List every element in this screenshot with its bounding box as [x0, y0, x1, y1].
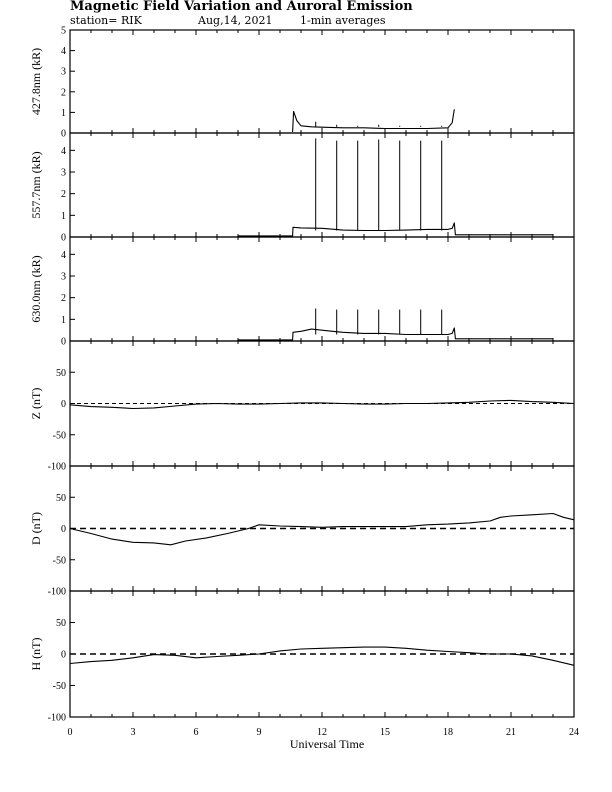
- panel-frame-630-0nm: [69, 236, 575, 342]
- station-label: station= RIK: [70, 14, 143, 27]
- y-axis-label-h: H (nT): [29, 638, 43, 671]
- ytick-label: -100: [48, 713, 66, 724]
- series-line-557-7nm: [238, 222, 553, 237]
- ytick-label: 4: [61, 46, 66, 57]
- xtick-label: 24: [569, 727, 579, 738]
- panel-frame-427-8nm: [69, 29, 575, 134]
- ytick-label: -50: [53, 555, 66, 566]
- ytick-label: 3: [61, 272, 66, 283]
- ytick-label: 4: [61, 250, 66, 261]
- ytick-label: 2: [61, 87, 66, 98]
- ytick-label: 5: [61, 26, 66, 37]
- y-axis-label-630-0nm: 630.0nm (kR): [29, 255, 43, 322]
- ytick-label: 1: [61, 211, 66, 222]
- ytick-label: 0: [61, 337, 66, 348]
- panel-d: 50 0 -50 -100 D (nT): [29, 465, 575, 598]
- series-line-h: [69, 646, 575, 666]
- chart-title: Magnetic Field Variation and Auroral Emi…: [70, 0, 413, 14]
- y-axis-label-d: D (nT): [29, 512, 43, 545]
- ytick-label: 50: [56, 368, 66, 379]
- xtick-label: 15: [380, 727, 390, 738]
- panel-z: 50 0 -50 -100 Z (nT): [29, 340, 575, 473]
- y-axis-label-557-7nm: 557.7nm (kR): [29, 151, 43, 218]
- ytick-label: 3: [61, 168, 66, 179]
- ytick-label: 2: [61, 189, 66, 200]
- xtick-label: 3: [131, 727, 136, 738]
- series-line-d: [69, 512, 575, 546]
- ytick-label: 2: [61, 293, 66, 304]
- ytick-label: 0: [61, 129, 66, 140]
- ytick-label: -100: [48, 462, 66, 473]
- ytick-label: 0: [61, 524, 66, 535]
- averaging-label: 1-min averages: [300, 14, 386, 27]
- ytick-label: 50: [56, 493, 66, 504]
- series-line-427-8nm: [292, 109, 455, 133]
- y-axis-label-427-8nm: 427.8nm (kR): [29, 48, 43, 115]
- series-line-630-0nm: [238, 327, 553, 341]
- ytick-label: 1: [61, 315, 66, 326]
- x-axis-label: Universal Time: [290, 737, 364, 751]
- xtick-label: 18: [443, 727, 453, 738]
- ytick-label: 4: [61, 146, 66, 157]
- ytick-label: -50: [53, 681, 66, 692]
- ytick-label: 0: [61, 650, 66, 661]
- series-line-z: [69, 399, 575, 410]
- panels: 0 1 2 3 4 5 427.8nm (kR) 0 1 2 3 4 557.7nm (kR) 0 1 2 3 4…: [29, 26, 575, 724]
- xtick-label: 9: [257, 727, 262, 738]
- xtick-label: 6: [194, 727, 199, 738]
- ytick-label: 0: [61, 233, 66, 244]
- panel-427-8nm: 0 1 2 3 4 5 427.8nm (kR): [29, 26, 575, 140]
- ytick-label: -100: [48, 587, 66, 598]
- ytick-label: -50: [53, 430, 66, 441]
- xtick-label: 21: [506, 727, 516, 738]
- date-label: Aug,14, 2021: [197, 14, 273, 27]
- y-axis-label-z: Z (nT): [29, 388, 43, 420]
- panel-630-0nm: 0 1 2 3 4 630.0nm (kR): [29, 236, 575, 348]
- panel-h: 50 0 -50 -100 H (nT): [29, 590, 575, 724]
- panel-557-7nm: 0 1 2 3 4 557.7nm (kR): [29, 132, 575, 244]
- ytick-label: 3: [61, 67, 66, 78]
- ytick-label: 1: [61, 108, 66, 119]
- xtick-label: 0: [68, 727, 73, 738]
- ytick-label: 50: [56, 618, 66, 629]
- xtick-label: 12: [317, 727, 327, 738]
- x-axis: 0 3 6 9 12 15 18 21 24: [68, 727, 580, 738]
- ytick-label: 0: [61, 399, 66, 410]
- panel-frame-557-7nm: [69, 132, 575, 238]
